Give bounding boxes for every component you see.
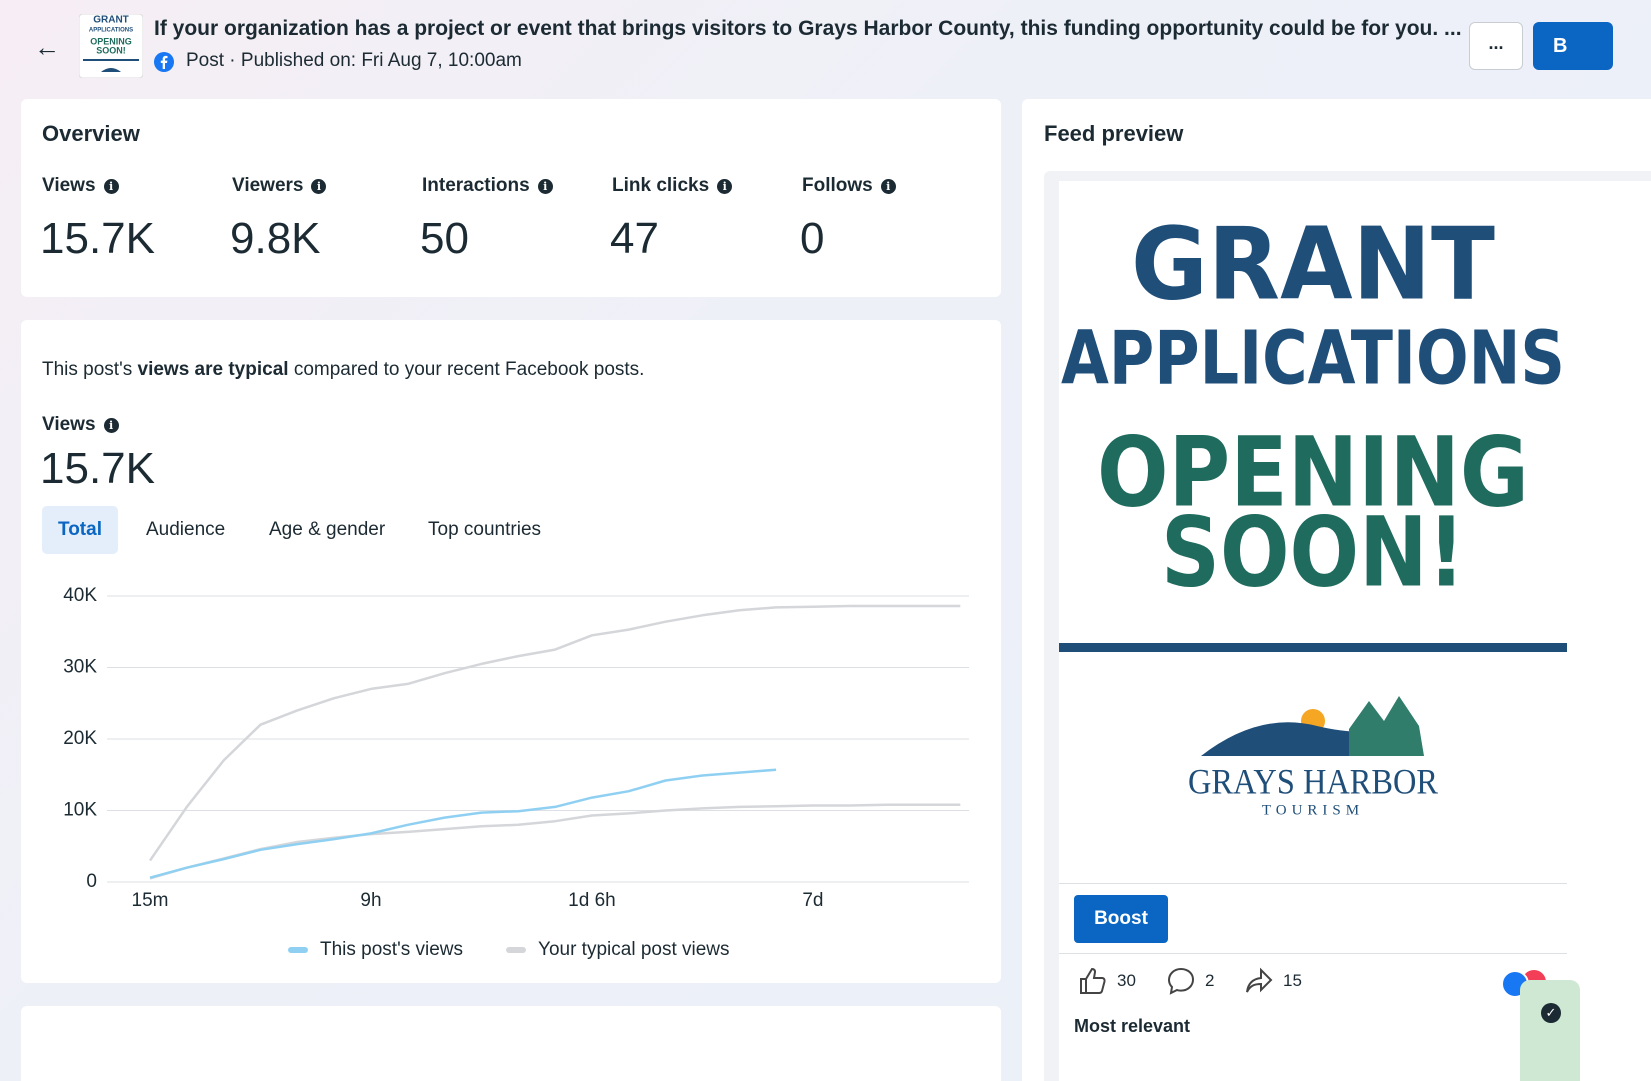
like-icon — [1080, 967, 1106, 994]
thumb-text: APPLICATIONS — [89, 28, 133, 34]
label-text: Views — [42, 414, 96, 435]
x-tick-label: 15m — [132, 890, 169, 911]
metric-label: Follows i — [802, 175, 896, 197]
x-tick-label: 9h — [360, 890, 381, 911]
post-meta: Post · Published on: Fri Aug 7, 10:00am — [186, 50, 522, 71]
most-relevant[interactable]: Most relevant — [1074, 1016, 1191, 1036]
y-tick-label: 40K — [63, 585, 97, 606]
y-tick-label: 0 — [86, 871, 97, 892]
next-card — [21, 1006, 1001, 1081]
check-icon: ✓ — [1541, 1003, 1561, 1023]
boost-post-button[interactable]: B — [1533, 22, 1613, 70]
summary-bold: views are typical — [137, 359, 289, 380]
info-icon[interactable]: i — [880, 179, 896, 194]
logo-text: TOURISM — [1262, 802, 1364, 818]
logo-text: GRAYS HARBOR — [1188, 761, 1438, 801]
image-text: SOON! — [1161, 496, 1465, 608]
legend-swatch — [288, 947, 308, 953]
x-tick-label: 1d 6h — [568, 890, 616, 911]
summary-text: compared to your recent Facebook posts. — [288, 359, 645, 380]
facebook-icon — [154, 52, 174, 72]
metric-label: Views i — [42, 175, 119, 197]
metric-label: Viewers i — [232, 175, 327, 197]
thumb-text: OPENING — [90, 36, 132, 46]
metric-value: 47 — [610, 214, 659, 263]
status-badge — [1520, 980, 1580, 1081]
boost-button[interactable]: Boost — [1074, 895, 1168, 943]
legend-label: Your typical post views — [538, 939, 730, 960]
comment-icon — [1167, 967, 1195, 995]
metric-label-text: Viewers — [232, 175, 304, 196]
overview-title: Overview — [42, 121, 140, 146]
more-button[interactable]: ... — [1469, 22, 1523, 70]
line-series — [149, 803, 961, 880]
summary-text: This post's — [42, 359, 138, 380]
x-tick-label: 7d — [802, 890, 823, 911]
tab[interactable]: Total — [42, 506, 118, 554]
views-summary: This post's views are typical compared t… — [42, 359, 644, 381]
metric-value: 15.7K — [40, 214, 155, 263]
info-icon[interactable]: i — [717, 179, 733, 194]
share-count: 15 — [1283, 971, 1302, 990]
metric-label-text: Interactions — [422, 175, 530, 196]
y-tick-label: 20K — [63, 728, 97, 749]
y-tick-label: 10K — [63, 800, 97, 821]
metric-label-text: Link clicks — [612, 175, 710, 196]
image-text: OPENING — [1097, 416, 1529, 528]
legend-swatch — [506, 947, 527, 953]
thumb-text: SOON! — [96, 45, 126, 55]
metric-label: Interactions i — [422, 175, 553, 197]
metric-label-text: Views — [42, 175, 96, 196]
y-tick-label: 30K — [63, 657, 97, 678]
share-icon — [1246, 967, 1273, 993]
views-label: Views i — [42, 414, 119, 436]
info-icon[interactable]: i — [311, 179, 327, 194]
tab[interactable]: Top countries — [428, 519, 542, 540]
overview-card — [21, 99, 1001, 297]
line-series — [148, 604, 961, 862]
info-icon[interactable]: i — [103, 179, 119, 194]
views-card — [21, 320, 1001, 983]
thumbnail: GRANT APPLICATIONS OPENING SOON! — [79, 14, 143, 78]
tab[interactable]: Age & gender — [269, 519, 386, 540]
divider — [1059, 953, 1567, 954]
metric-value: 0 — [800, 214, 825, 263]
post-image: GRANT APPLICATIONS OPENING SOON! GRAYS H… — [1059, 205, 1567, 818]
image-text: APPLICATIONS — [1061, 316, 1565, 402]
tab[interactable]: Audience — [146, 519, 226, 540]
metric-value: 9.8K — [230, 214, 321, 263]
image-text: GRANT — [1131, 205, 1495, 322]
thumb-text: GRANT — [93, 15, 129, 26]
like-count: 30 — [1117, 971, 1136, 990]
comment-count: 2 — [1205, 971, 1215, 990]
metric-label-text: Follows — [802, 175, 873, 196]
chart: 0 10K 20K 30K 40K 15m 9h 1d 6h 7d This post's vie… — [63, 585, 969, 960]
divider — [1059, 883, 1567, 884]
legend-label: This post's views — [320, 939, 463, 960]
feed-preview-title: Feed preview — [1044, 121, 1184, 146]
metric-value: 50 — [420, 214, 469, 263]
line-series — [149, 768, 777, 879]
back-button[interactable]: ← — [34, 32, 60, 62]
metric-label: Link clicks i — [612, 175, 733, 197]
post-title: If your organization has a project or ev… — [154, 17, 1462, 40]
info-icon[interactable]: i — [537, 179, 553, 194]
views-value: 15.7K — [40, 444, 155, 493]
